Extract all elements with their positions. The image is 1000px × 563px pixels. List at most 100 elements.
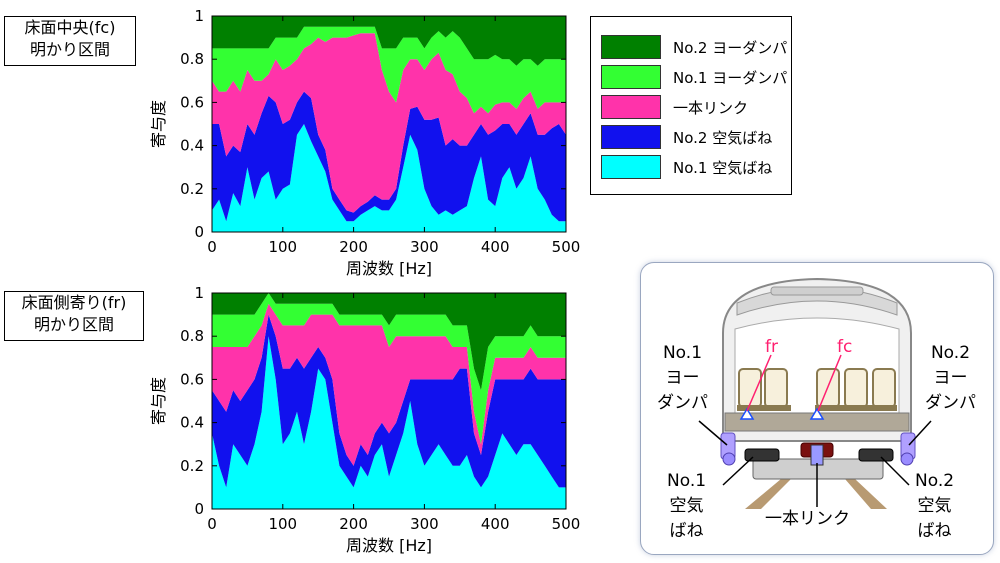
label-link: 一本リンク bbox=[765, 507, 850, 532]
train-illustration bbox=[698, 277, 932, 509]
label-line: ばね bbox=[917, 521, 952, 541]
area-series-4 bbox=[212, 293, 566, 391]
pointer-left-damper bbox=[698, 420, 728, 446]
legend: No.2 ヨーダンパ No.1 ヨーダンパ 一本リンク No.2 空気ばね No… bbox=[590, 16, 792, 195]
link-rod bbox=[810, 444, 824, 466]
y-tick-label: 0.8 bbox=[180, 327, 204, 345]
air-spring-left bbox=[744, 448, 780, 462]
legend-swatch bbox=[601, 35, 661, 59]
y-tick-label: 0.4 bbox=[180, 137, 204, 155]
chart-floor-center: 0 100 200 300 400 500 0 0.2 0.4 0.6 0.8 1 周波数 [Hz] 寄与… bbox=[149, 7, 580, 278]
label-line: fr bbox=[765, 337, 778, 357]
legend-swatch bbox=[601, 155, 661, 179]
legend-item: No.2 空気ばね bbox=[601, 124, 772, 150]
label-line: ばね bbox=[669, 521, 704, 541]
region-label-line: 床面中央(fc) bbox=[24, 18, 116, 37]
region-label-line: 明かり区間 bbox=[29, 40, 110, 59]
x-tick-label: 0 bbox=[207, 515, 217, 533]
chart-floor-side: 0 100 200 300 400 500 0 0.2 0.4 0.6 0.8 1 周波数 [Hz] 寄与… bbox=[149, 284, 580, 555]
area-series-1 bbox=[212, 314, 566, 488]
legend-item: No.2 ヨーダンパ bbox=[601, 34, 787, 60]
legend-label: No.1 空気ばね bbox=[673, 158, 773, 177]
label-line: ダンパ bbox=[925, 393, 976, 413]
area-series-1 bbox=[212, 91, 566, 222]
y-tick-label: 0.2 bbox=[180, 457, 204, 475]
y-tick-label: 0.2 bbox=[180, 180, 204, 198]
seat-bench-left bbox=[737, 405, 791, 411]
y-axis-label: 寄与度 bbox=[149, 100, 168, 148]
plot-frame bbox=[211, 292, 567, 510]
x-tick-label: 100 bbox=[268, 515, 297, 533]
y-tick-label: 0 bbox=[194, 223, 204, 241]
y-tick-label: 1 bbox=[194, 7, 204, 25]
label-line: fc bbox=[837, 337, 853, 357]
plot-frame bbox=[211, 15, 567, 233]
roof-vent bbox=[770, 286, 864, 296]
rail-left bbox=[745, 479, 791, 509]
label-right-spring: No.2 空気 ばね bbox=[915, 469, 954, 544]
air-spring-right bbox=[858, 448, 894, 462]
x-axis-label: 周波数 [Hz] bbox=[346, 259, 432, 278]
point-fc-marker bbox=[809, 407, 825, 420]
x-tick-label: 500 bbox=[552, 515, 581, 533]
yaw-damper-right-joint bbox=[900, 452, 914, 466]
label-point-fr: fr bbox=[765, 335, 778, 360]
pointer-right-spring bbox=[880, 456, 910, 486]
x-tick-label: 400 bbox=[481, 515, 510, 533]
x-axis-label: 周波数 [Hz] bbox=[346, 536, 432, 555]
legend-item: No.1 空気ばね bbox=[601, 154, 772, 180]
y-tick-label: 1 bbox=[194, 284, 204, 302]
region-label-center: 床面中央(fc) 明かり区間 bbox=[4, 16, 136, 66]
x-tick-label: 500 bbox=[552, 238, 581, 256]
legend-label: No.2 空気ばね bbox=[673, 128, 773, 147]
x-tick-label: 300 bbox=[410, 238, 439, 256]
y-tick-label: 0.6 bbox=[180, 93, 204, 111]
label-line: ヨー bbox=[665, 368, 700, 388]
pointer-right-damper bbox=[908, 420, 932, 446]
legend-label: No.1 ヨーダンパ bbox=[673, 68, 788, 87]
region-label-line: 明かり区間 bbox=[33, 315, 114, 334]
label-line: ヨー bbox=[933, 368, 968, 388]
point-fr-marker bbox=[739, 407, 755, 420]
y-tick-label: 0.8 bbox=[180, 50, 204, 68]
label-line: No.2 bbox=[915, 471, 955, 491]
region-label-line: 床面側寄り(fr) bbox=[21, 293, 127, 312]
y-tick-label: 0.4 bbox=[180, 414, 204, 432]
x-tick-label: 200 bbox=[339, 515, 368, 533]
label-line: 空気 bbox=[917, 496, 952, 516]
x-tick-label: 0 bbox=[207, 238, 217, 256]
label-line: 空気 bbox=[669, 496, 704, 516]
legend-swatch bbox=[601, 65, 661, 89]
label-right-damper: No.2 ヨー ダンパ bbox=[925, 341, 976, 416]
arrow-fr bbox=[746, 354, 772, 412]
label-line: ダンパ bbox=[657, 393, 708, 413]
legend-item: No.1 ヨーダンパ bbox=[601, 64, 787, 90]
seat-bench-right bbox=[815, 405, 897, 411]
area-series-2 bbox=[212, 33, 566, 213]
area-series-3 bbox=[212, 293, 566, 445]
x-tick-label: 400 bbox=[481, 238, 510, 256]
arrow-fc bbox=[817, 354, 842, 412]
y-axis-label: 寄与度 bbox=[149, 377, 168, 425]
area-series-2 bbox=[212, 303, 566, 466]
legend-label: 一本リンク bbox=[673, 98, 749, 117]
y-tick-label: 0 bbox=[194, 500, 204, 518]
legend-item: 一本リンク bbox=[601, 94, 748, 120]
yaw-damper-left-joint bbox=[722, 452, 736, 466]
x-tick-label: 200 bbox=[339, 238, 368, 256]
label-line: No.2 bbox=[930, 343, 971, 363]
region-label-side: 床面側寄り(fr) 明かり区間 bbox=[4, 291, 144, 341]
label-left-damper: No.1 ヨー ダンパ bbox=[657, 341, 708, 416]
legend-swatch bbox=[601, 95, 661, 119]
y-tick-label: 0.6 bbox=[180, 370, 204, 388]
area-series-0 bbox=[212, 124, 566, 232]
area-series-3 bbox=[212, 26, 566, 114]
label-line: 一本リンク bbox=[765, 509, 850, 529]
legend-swatch bbox=[601, 125, 661, 149]
seats-right bbox=[816, 368, 896, 408]
label-line: No.1 bbox=[667, 471, 707, 491]
label-point-fc: fc bbox=[837, 335, 852, 360]
x-tick-label: 300 bbox=[410, 515, 439, 533]
legend-label: No.2 ヨーダンパ bbox=[673, 38, 788, 57]
